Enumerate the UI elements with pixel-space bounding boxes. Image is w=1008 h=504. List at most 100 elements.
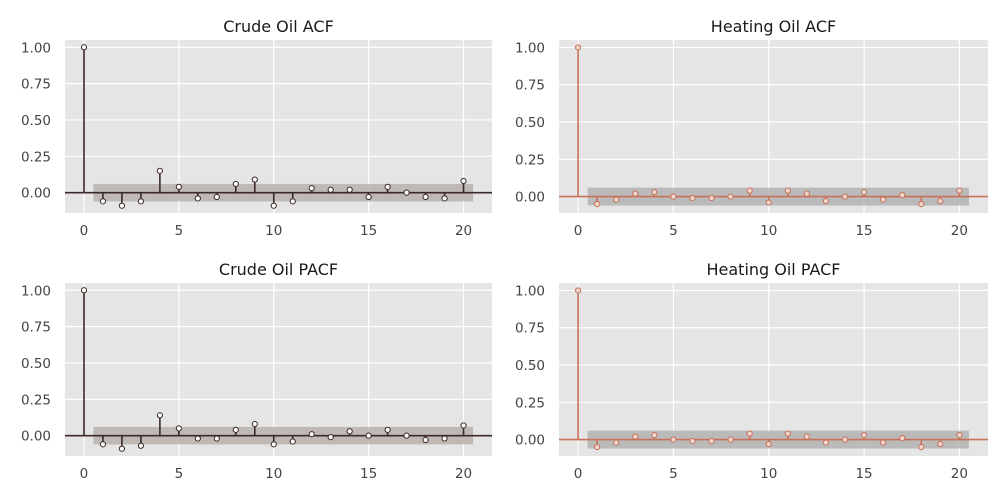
x-tick-label: 0: [80, 223, 89, 239]
x-tick-label: 0: [80, 466, 89, 482]
stem-marker: [765, 440, 772, 448]
chart-panel-1: 0.00 0.25 0.50 0.75 1.00 0 5 10 15 20 Crude Oil AC…: [21, 17, 492, 239]
x-tick-label: 20: [455, 223, 472, 239]
stem-marker: [937, 197, 944, 205]
panel-title: Crude Oil ACF: [223, 17, 334, 36]
stem-marker: [727, 193, 734, 200]
stem-marker: [327, 186, 334, 193]
chart-panel-4: 0.00 0.25 0.50 0.75 1.00 0 5 10 15 20 Heating Oil …: [515, 260, 988, 482]
stem-marker: [346, 186, 353, 193]
stem-marker: [175, 425, 182, 432]
chart-panel-3: 0.00 0.25 0.50 0.75 1.00 0 5 10 15 20 Crude Oil PA…: [21, 260, 492, 482]
x-tick-label: 5: [175, 466, 184, 482]
plot-area: [559, 40, 988, 213]
x-tick-label: 10: [265, 223, 282, 239]
stem-marker: [918, 443, 925, 451]
stem-marker: [651, 432, 658, 439]
stem-marker: [822, 439, 830, 446]
stem-marker: [822, 197, 830, 205]
stem-marker: [594, 443, 601, 451]
stem-marker: [99, 441, 107, 448]
stem-marker: [784, 187, 791, 194]
stem-marker: [574, 44, 582, 51]
stem-marker: [956, 432, 963, 439]
y-tick-label: 0.50: [21, 356, 51, 372]
panel-title: Heating Oil ACF: [711, 17, 836, 36]
stem-marker: [175, 183, 182, 190]
x-tick-label: 15: [855, 223, 872, 239]
x-tick-label: 15: [855, 466, 872, 482]
stem-marker: [270, 441, 277, 448]
stem-marker: [308, 185, 315, 192]
stem-marker: [118, 445, 126, 452]
stem-marker: [80, 44, 88, 51]
x-tick-label: 0: [574, 466, 583, 482]
x-tick-label: 10: [265, 466, 282, 482]
stem-marker: [727, 436, 734, 443]
stem-marker: [841, 436, 849, 443]
stem-marker: [803, 190, 810, 197]
y-tick-label: 0.75: [21, 320, 51, 336]
stem-marker: [194, 195, 201, 202]
stem-marker: [746, 430, 753, 437]
panel-title: Heating Oil PACF: [706, 260, 840, 279]
stem-marker: [708, 437, 715, 445]
stem-marker: [232, 180, 239, 188]
stem-marker: [213, 193, 220, 201]
y-tick-label: 1.00: [21, 40, 51, 56]
stem-marker: [99, 198, 107, 205]
stem-marker: [308, 431, 315, 438]
y-tick-label: 0.00: [515, 433, 545, 449]
stem-marker: [156, 167, 163, 174]
stem-marker: [918, 200, 925, 208]
y-tick-label: 1.00: [515, 283, 545, 299]
stem-marker: [365, 432, 372, 439]
stem-marker: [441, 435, 448, 442]
stem-marker: [956, 187, 963, 194]
stem-marker: [441, 195, 448, 202]
stem-marker: [156, 412, 163, 419]
stem-marker: [118, 202, 126, 209]
stem-marker: [860, 432, 868, 439]
y-tick-label: 0.25: [21, 149, 51, 165]
stem-marker: [137, 442, 145, 449]
stem-marker: [689, 437, 696, 445]
y-tick-label: 0.75: [515, 321, 545, 337]
stem-marker: [670, 193, 677, 200]
stem-marker: [422, 436, 429, 444]
stem-marker: [80, 287, 88, 294]
stem-marker: [765, 199, 772, 206]
stem-marker: [232, 426, 239, 433]
stem-marker: [803, 433, 810, 440]
y-tick-label: 0.25: [515, 152, 545, 168]
y-tick-label: 0.00: [515, 190, 545, 206]
y-tick-label: 1.00: [515, 40, 545, 56]
stem-marker: [746, 187, 753, 194]
stem-marker: [365, 193, 372, 201]
x-tick-label: 15: [360, 466, 377, 482]
stem-marker: [270, 202, 277, 209]
y-tick-label: 0.75: [515, 78, 545, 94]
stem-marker: [784, 430, 791, 437]
y-tick-label: 0.75: [21, 77, 51, 93]
stem-marker: [574, 287, 582, 294]
x-tick-label: 20: [455, 466, 472, 482]
stem-marker: [880, 196, 887, 203]
stem-marker: [632, 433, 639, 440]
stem-marker: [213, 435, 220, 442]
stem-marker: [384, 426, 391, 433]
stem-marker: [708, 194, 715, 202]
stem-marker: [613, 439, 620, 446]
y-tick-label: 0.00: [21, 186, 51, 202]
x-tick-label: 15: [360, 223, 377, 239]
stem-marker: [899, 192, 906, 199]
stem-marker: [632, 190, 639, 197]
y-tick-label: 1.00: [21, 283, 51, 299]
stem-marker: [251, 420, 258, 428]
stem-marker: [384, 183, 391, 190]
chart-panel-2: 0.00 0.25 0.50 0.75 1.00 0 5 10 15 20 Heating Oil …: [515, 17, 988, 239]
stem-marker: [937, 440, 944, 448]
x-tick-label: 20: [951, 223, 968, 239]
x-tick-label: 5: [669, 466, 678, 482]
